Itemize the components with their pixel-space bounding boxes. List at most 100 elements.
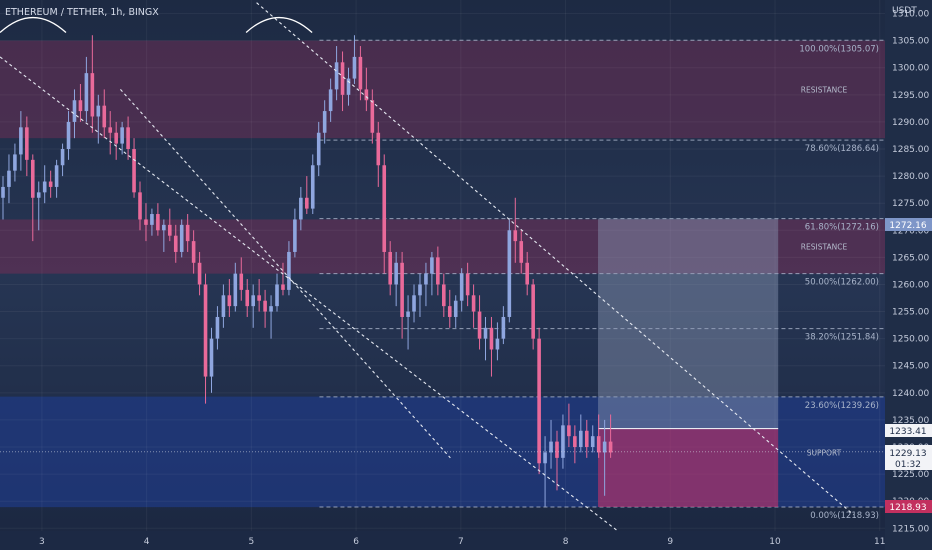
candle-body-61 — [364, 89, 369, 101]
zone-resistance-1 — [0, 219, 885, 274]
position-profit-zone — [598, 218, 779, 429]
candle-body-29 — [173, 235, 178, 252]
candle-body-81 — [483, 327, 488, 339]
badge-stop-text: 1218.93 — [889, 503, 926, 513]
candle-body-25 — [150, 214, 154, 225]
chart-title: ETHEREUM / TETHER, 1h, BINGX — [5, 7, 159, 18]
candle-body-19 — [114, 132, 118, 144]
price-tick-19: 1215.00 — [892, 524, 929, 534]
candle-body-28 — [167, 224, 172, 236]
price-tick-0: 1310.00 — [892, 10, 929, 20]
candle-body-17 — [102, 105, 107, 128]
badge-take-profit-text: 1233.41 — [889, 427, 926, 437]
candle-body-89 — [531, 284, 535, 339]
badge-countdown-text: 01:32 — [895, 460, 921, 470]
price-tick-12: 1250.00 — [892, 335, 929, 345]
candle-body-68 — [406, 311, 410, 317]
price-tick-7: 1275.00 — [892, 199, 929, 209]
candle-body-13 — [78, 100, 83, 112]
position-tool[interactable] — [598, 218, 779, 507]
candle-body-79 — [471, 295, 476, 312]
candle-body-96 — [573, 436, 577, 448]
badge-level-61 — [885, 218, 932, 231]
trend-line-2 — [256, 2, 854, 516]
candle-body-98 — [584, 430, 589, 448]
candle-body-75 — [447, 306, 452, 317]
fib-label-1: 78.60%(1286.64) — [805, 144, 879, 154]
candle-body-60 — [358, 56, 363, 90]
candle-body-46 — [275, 284, 279, 307]
time-tick-2: 5 — [248, 537, 254, 547]
candle-body-101 — [602, 441, 607, 453]
candle-body-102 — [608, 441, 613, 453]
zone-resistance-0 — [0, 40, 885, 139]
candle-body-94 — [561, 425, 565, 458]
candle-body-87 — [519, 241, 524, 263]
price-tick-17: 1225.00 — [892, 470, 929, 480]
price-tick-15: 1235.00 — [892, 416, 929, 426]
candle-body-48 — [287, 251, 291, 290]
candle-body-9 — [54, 165, 59, 187]
candle-body-16 — [96, 105, 101, 117]
drawings-layer — [0, 2, 885, 540]
candle-body-49 — [293, 219, 297, 252]
candle-body-14 — [84, 73, 89, 112]
candle-body-44 — [263, 300, 267, 312]
candle-body-69 — [412, 295, 416, 312]
candle-body-76 — [453, 300, 458, 317]
price-tick-14: 1240.00 — [892, 389, 929, 399]
time-tick-3: 6 — [353, 537, 359, 547]
time-axis[interactable] — [0, 531, 885, 550]
price-tick-3: 1295.00 — [892, 91, 929, 101]
candle-body-62 — [370, 100, 375, 133]
candle-body-78 — [465, 273, 470, 296]
candle-body-40 — [239, 273, 244, 290]
candle-body-66 — [394, 262, 398, 285]
candle-body-88 — [525, 262, 530, 285]
candle-body-73 — [436, 257, 440, 285]
candle-body-58 — [346, 78, 351, 95]
fib-label-5: 23.60%(1239.26) — [805, 401, 879, 411]
candle-body-30 — [179, 224, 184, 252]
candle-body-99 — [590, 436, 595, 448]
candle-body-37 — [221, 295, 226, 317]
candle-body-27 — [162, 224, 166, 231]
price-tick-2: 1300.00 — [892, 64, 929, 74]
candle-body-95 — [567, 425, 571, 437]
candle-body-74 — [442, 284, 446, 307]
time-tick-5: 8 — [563, 537, 569, 547]
candle-body-31 — [185, 224, 190, 242]
candle-body-36 — [215, 316, 220, 339]
candle-body-70 — [418, 284, 422, 296]
candle-body-15 — [90, 73, 95, 117]
zone-label-resistance-lower: RESISTANCE — [801, 243, 848, 252]
candle-body-39 — [233, 273, 238, 307]
candle-body-18 — [108, 127, 113, 133]
candle-body-1 — [7, 170, 11, 187]
price-tick-13: 1245.00 — [892, 362, 929, 372]
candle-body-85 — [507, 230, 512, 317]
time-tick-8: 11 — [874, 537, 885, 547]
currency-label: USDT — [892, 6, 917, 16]
arc-1 — [245, 16, 313, 33]
candle-body-3 — [19, 127, 23, 155]
badge-last-price-text: 1229.13 — [889, 449, 926, 459]
candle-body-50 — [299, 197, 303, 220]
badge-take-profit — [885, 424, 932, 437]
time-tick-4: 7 — [458, 537, 464, 547]
price-tick-8: 1270.00 — [892, 226, 929, 236]
candle-body-42 — [251, 295, 255, 307]
time-tick-6: 9 — [667, 537, 673, 547]
position-loss-zone — [598, 428, 779, 507]
candle-body-7 — [42, 181, 47, 193]
trend-line-1 — [120, 89, 451, 459]
candle-body-90 — [537, 338, 541, 464]
price-tick-9: 1265.00 — [892, 253, 929, 263]
candle-body-8 — [48, 181, 53, 187]
price-tick-6: 1280.00 — [892, 172, 929, 182]
price-badges: 1272.16 1233.41 1229.13 01:32 1218.93 — [885, 218, 932, 513]
candle-body-91 — [543, 452, 547, 464]
time-tick-1: 4 — [144, 537, 150, 547]
candle-body-80 — [477, 311, 482, 339]
